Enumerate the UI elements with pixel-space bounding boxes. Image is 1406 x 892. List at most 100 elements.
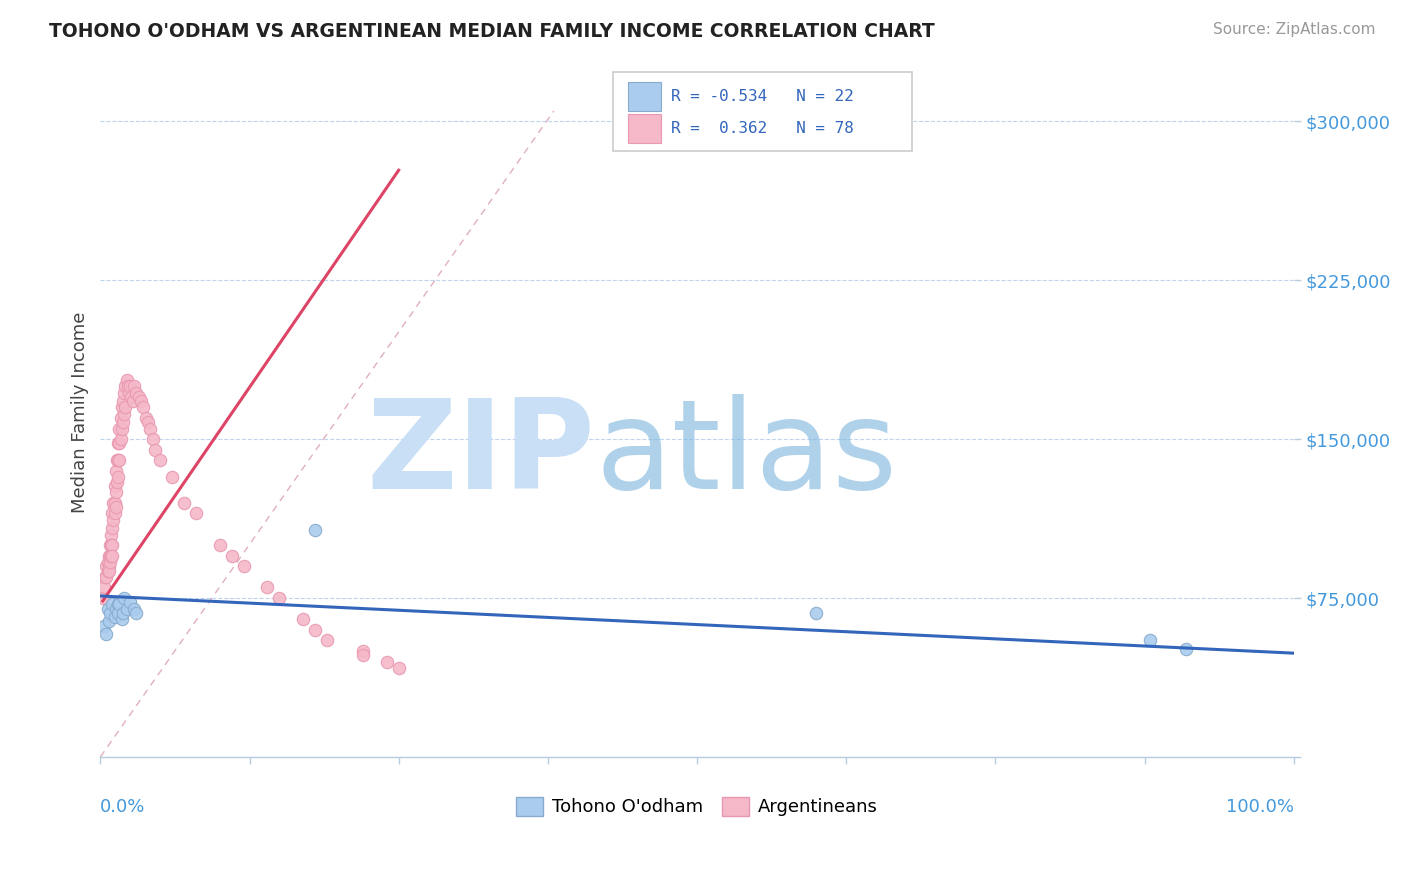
Point <box>105 475 128 489</box>
Point <box>112 385 135 400</box>
Point <box>110 432 132 446</box>
Point <box>101 507 124 521</box>
Point <box>101 598 124 612</box>
Point <box>128 390 150 404</box>
Point <box>111 422 134 436</box>
Point <box>97 559 120 574</box>
Point <box>104 601 127 615</box>
Point <box>110 411 132 425</box>
Point <box>111 612 134 626</box>
Bar <box>628 114 661 143</box>
Point <box>120 595 142 609</box>
Point <box>114 401 136 415</box>
Point <box>98 538 121 552</box>
Point <box>142 432 165 446</box>
Point <box>125 606 148 620</box>
Point <box>98 606 121 620</box>
Text: R =  0.362   N = 78: R = 0.362 N = 78 <box>671 121 853 136</box>
Text: ZIP: ZIP <box>367 393 596 515</box>
Point <box>97 549 120 563</box>
Point <box>1139 633 1161 648</box>
Text: Source: ZipAtlas.com: Source: ZipAtlas.com <box>1212 22 1375 37</box>
Legend: Tohono O'odham, Argentineans: Tohono O'odham, Argentineans <box>509 789 884 823</box>
Point <box>129 394 152 409</box>
Point <box>107 470 129 484</box>
Point <box>388 661 411 675</box>
Text: atlas: atlas <box>596 393 897 515</box>
Point <box>115 373 138 387</box>
Point <box>97 615 120 629</box>
Point <box>96 555 118 569</box>
Point <box>101 521 124 535</box>
Point <box>118 385 141 400</box>
Point <box>173 496 195 510</box>
Point <box>104 479 127 493</box>
Point <box>112 407 135 421</box>
Point <box>93 581 115 595</box>
Point <box>375 655 398 669</box>
Bar <box>628 82 661 112</box>
Point <box>104 464 127 478</box>
Text: R = -0.534   N = 22: R = -0.534 N = 22 <box>671 89 853 104</box>
Point <box>122 379 145 393</box>
Point <box>111 394 134 409</box>
Point <box>107 453 129 467</box>
Point <box>97 564 120 578</box>
Point <box>256 581 278 595</box>
Y-axis label: Median Family Income: Median Family Income <box>72 312 89 514</box>
Point <box>117 379 139 393</box>
Point <box>108 436 131 450</box>
Point <box>94 570 117 584</box>
Point <box>269 591 291 605</box>
Point <box>108 453 131 467</box>
Point <box>111 606 134 620</box>
Point <box>93 618 115 632</box>
Point <box>96 559 118 574</box>
Point <box>304 524 326 538</box>
Point <box>121 394 143 409</box>
Point <box>107 606 129 620</box>
Point <box>108 422 131 436</box>
Text: 100.0%: 100.0% <box>1226 798 1294 816</box>
Point <box>160 470 183 484</box>
Point <box>105 453 128 467</box>
Point <box>107 598 129 612</box>
Point <box>104 496 127 510</box>
Point <box>108 598 131 612</box>
Point <box>107 436 129 450</box>
Text: 0.0%: 0.0% <box>100 798 146 816</box>
Point <box>208 538 231 552</box>
Point <box>184 507 207 521</box>
Point <box>101 549 124 563</box>
Point <box>101 538 124 552</box>
Point <box>104 485 127 500</box>
Point <box>139 422 162 436</box>
Text: TOHONO O'ODHAM VS ARGENTINEAN MEDIAN FAMILY INCOME CORRELATION CHART: TOHONO O'ODHAM VS ARGENTINEAN MEDIAN FAM… <box>49 22 935 41</box>
Point <box>98 555 121 569</box>
Point <box>98 549 121 563</box>
Point <box>103 496 125 510</box>
Point <box>104 610 127 624</box>
Point <box>316 633 339 648</box>
Point <box>100 538 122 552</box>
Point <box>132 401 155 415</box>
Point <box>96 570 118 584</box>
Point <box>104 500 127 514</box>
Point <box>292 612 315 626</box>
Point <box>304 623 326 637</box>
Point <box>114 379 136 393</box>
Point <box>149 453 172 467</box>
Point <box>232 559 254 574</box>
Point <box>100 527 122 541</box>
Point <box>1175 641 1198 656</box>
Point <box>352 644 374 658</box>
Point <box>221 549 243 563</box>
Point <box>806 606 828 620</box>
Point <box>100 549 122 563</box>
Point <box>120 390 142 404</box>
Point <box>135 411 157 425</box>
Point <box>122 601 145 615</box>
Point <box>91 591 114 605</box>
Point <box>96 601 118 615</box>
Point <box>112 591 135 605</box>
